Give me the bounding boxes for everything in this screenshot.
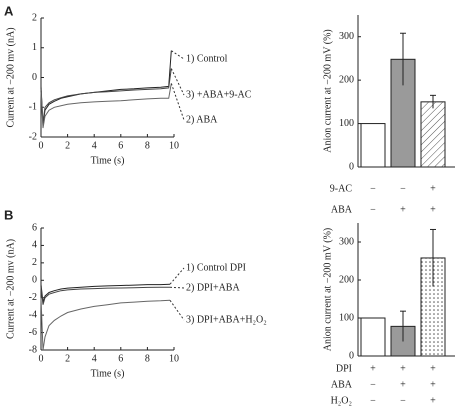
y-tick-label: 200 bbox=[339, 274, 354, 285]
y-tick-label: 300 bbox=[339, 31, 354, 42]
leader-line bbox=[169, 286, 185, 289]
trace bbox=[40, 68, 172, 123]
x-tick-label: 6 bbox=[118, 353, 123, 364]
y-tick-label: 0 bbox=[32, 72, 37, 83]
x-tick-label: 2 bbox=[65, 353, 70, 364]
y-tick-label: 2 bbox=[32, 257, 37, 268]
y-tick-label: 100 bbox=[339, 312, 354, 323]
y-axis-title: Anion current at −200 mV (%) bbox=[322, 228, 333, 351]
row-cell: − bbox=[400, 395, 406, 406]
y-tick-label: 2 bbox=[32, 12, 37, 23]
bar bbox=[360, 317, 386, 357]
x-tick-label: 4 bbox=[92, 353, 97, 364]
leader-line bbox=[170, 83, 185, 121]
y-tick-label: 0 bbox=[32, 275, 37, 286]
bar bbox=[360, 123, 386, 168]
row-cell: + bbox=[400, 379, 406, 390]
row-cell: + bbox=[430, 395, 436, 406]
x-tick-label: 2 bbox=[65, 140, 70, 151]
row-label: H₂O₂ bbox=[331, 395, 352, 406]
row-cell: + bbox=[430, 183, 436, 194]
trace bbox=[40, 50, 172, 126]
row-cell: − bbox=[370, 183, 376, 194]
y-tick-label: 6 bbox=[32, 222, 37, 233]
row-cell: + bbox=[430, 363, 436, 374]
x-tick-label: 0 bbox=[39, 140, 44, 151]
y-tick-label: 200 bbox=[339, 74, 354, 85]
panel-label: B bbox=[4, 207, 13, 222]
row-cell: − bbox=[370, 204, 376, 215]
panel-label: A bbox=[4, 3, 14, 18]
x-tick-label: 0 bbox=[39, 353, 44, 364]
x-axis-title: Time (s) bbox=[91, 155, 125, 166]
row-cell: − bbox=[370, 379, 376, 390]
row-cell: + bbox=[430, 204, 436, 215]
x-tick-label: 8 bbox=[145, 353, 150, 364]
row-cell: + bbox=[400, 204, 406, 215]
x-tick-label: 6 bbox=[118, 140, 123, 151]
bar bbox=[420, 257, 446, 357]
row-cell: + bbox=[400, 363, 406, 374]
y-tick-label: -1 bbox=[29, 102, 37, 113]
y-tick-label: 1 bbox=[32, 42, 37, 53]
x-tick-label: 8 bbox=[145, 140, 150, 151]
y-tick-label: -6 bbox=[29, 327, 37, 338]
y-tick-label: 0 bbox=[349, 350, 354, 361]
x-tick-label: 4 bbox=[92, 140, 97, 151]
y-axis-title: Current at −200 mv (nA) bbox=[5, 239, 16, 339]
row-cell: + bbox=[370, 363, 376, 374]
y-tick-label: 0 bbox=[349, 161, 354, 172]
row-label: DPI bbox=[336, 363, 352, 374]
row-label: 9-AC bbox=[330, 183, 353, 194]
trace-label: 3) DPI+ABA+H₂O₂ bbox=[186, 314, 267, 325]
y-tick-label: 100 bbox=[339, 118, 354, 129]
y-tick-label: -2 bbox=[29, 292, 37, 303]
y-tick-label: -2 bbox=[29, 131, 37, 142]
x-tick-label: 10 bbox=[169, 140, 179, 151]
leader-line bbox=[171, 50, 185, 60]
row-cell: + bbox=[430, 379, 436, 390]
y-tick-label: -4 bbox=[29, 309, 37, 320]
trace bbox=[40, 297, 171, 351]
trace bbox=[40, 286, 170, 305]
x-axis-title: Time (s) bbox=[91, 368, 125, 379]
row-cell: − bbox=[370, 395, 376, 406]
y-axis-title: Anion current at −200 mV (%) bbox=[322, 29, 333, 152]
y-axis-title: Current at −200 mv (nA) bbox=[5, 27, 16, 127]
leader-line bbox=[169, 300, 185, 321]
trace-label: 1) Control bbox=[186, 53, 228, 64]
row-cell: − bbox=[400, 183, 406, 194]
trace-label: 2) ABA bbox=[186, 114, 218, 125]
trace bbox=[40, 283, 171, 303]
y-tick-label: 300 bbox=[339, 236, 354, 247]
leader-line bbox=[169, 267, 185, 285]
x-tick-label: 10 bbox=[169, 353, 179, 364]
trace-label: 1) Control DPI bbox=[186, 262, 246, 273]
leader-line bbox=[170, 68, 185, 96]
trace-label: 3) +ABA+9-AC bbox=[186, 89, 252, 100]
bar bbox=[420, 101, 446, 168]
y-tick-label: 4 bbox=[32, 240, 37, 251]
row-label: ABA bbox=[331, 204, 353, 215]
trace-label: 2) DPI+ABA bbox=[186, 282, 240, 293]
trace bbox=[40, 83, 172, 129]
row-label: ABA bbox=[331, 379, 353, 390]
y-tick-label: -8 bbox=[29, 344, 37, 355]
